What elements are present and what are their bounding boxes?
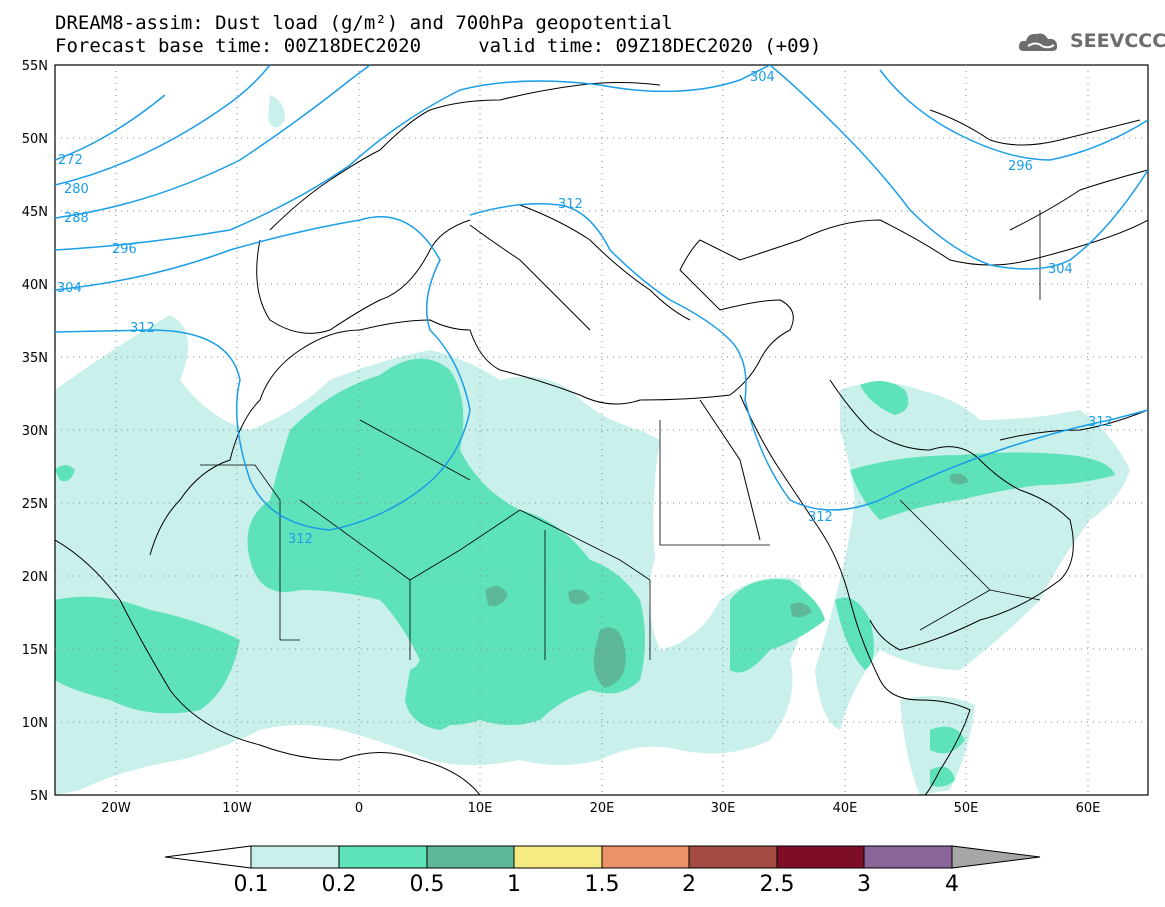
contour-label: 312 <box>808 510 833 525</box>
map-title: DREAM8-assim: Dust load (g/m²) and 700hP… <box>55 12 673 34</box>
graticule <box>55 65 1148 795</box>
contour-label: 312 <box>1088 415 1113 430</box>
latitude-labels: 55N 50N 45N 40N 35N 30N 25N 20N 15N 10N … <box>22 59 48 804</box>
geopotential-contours <box>55 65 1148 531</box>
colorbar-label: 0.5 <box>409 872 445 897</box>
colorbar-over-arrow <box>951 845 1041 869</box>
dust-field-mid <box>55 358 1115 787</box>
contour-label: 288 <box>64 211 89 226</box>
lat-tick-label: 5N <box>30 789 48 804</box>
contour-label: 312 <box>558 197 583 212</box>
contour-label: 312 <box>288 532 313 547</box>
country-borders <box>200 210 1041 660</box>
coastlines <box>55 82 1148 795</box>
colorbar-swatch <box>513 845 603 869</box>
lon-tick-label: 10E <box>468 801 493 816</box>
colorbar-swatch <box>601 845 690 869</box>
lat-tick-label: 10N <box>22 716 48 731</box>
contour-label: 304 <box>1048 262 1073 277</box>
lat-tick-label: 45N <box>22 205 48 220</box>
contour-labels: 272 280 288 296 304 312 312 312 304 296 … <box>57 70 1113 547</box>
lon-tick-label: 20E <box>590 801 615 816</box>
dust-field <box>55 95 1130 795</box>
lat-tick-label: 30N <box>22 424 48 439</box>
lat-tick-label: 55N <box>22 59 48 74</box>
lon-tick-label: 40E <box>833 801 858 816</box>
colorbar-label: 1.5 <box>584 872 620 897</box>
contour-label: 304 <box>57 281 82 296</box>
lat-tick-label: 15N <box>22 643 48 658</box>
lon-tick-label: 0 <box>355 801 363 816</box>
colorbar-label: 2.5 <box>759 872 795 897</box>
dust-field-dark <box>485 473 968 688</box>
colorbar-swatch <box>863 845 953 869</box>
colorbar-label: 2 <box>682 872 696 897</box>
lon-tick-label: 50E <box>954 801 979 816</box>
lon-tick-label: 30E <box>711 801 736 816</box>
contour-label: 272 <box>58 153 83 168</box>
lat-tick-label: 35N <box>22 351 48 366</box>
lat-tick-label: 40N <box>22 278 48 293</box>
longitude-labels: 20W 10W 0 10E 20E 30E 40E 50E 60E <box>101 801 1100 816</box>
colorbar-label: 0.1 <box>233 872 269 897</box>
contour-label: 296 <box>112 242 137 257</box>
colorbar-swatch <box>426 845 515 869</box>
colorbar-label: 4 <box>945 872 959 897</box>
contour-label: 296 <box>1008 159 1033 174</box>
cloud-logo-icon <box>1018 33 1058 51</box>
lat-tick-label: 25N <box>22 497 48 512</box>
colorbar-under-arrow <box>164 845 252 869</box>
lon-tick-label: 20W <box>101 801 131 816</box>
logo-text: SEEVCCC <box>1070 30 1165 52</box>
contour-label: 304 <box>750 70 775 85</box>
colorbar-swatch <box>250 845 340 869</box>
colorbar-swatch <box>338 845 428 869</box>
lat-tick-label: 20N <box>22 570 48 585</box>
map-subtitle: Forecast base time: 00Z18DEC2020 valid t… <box>55 35 822 57</box>
colorbar-swatch <box>688 845 778 869</box>
lat-tick-label: 50N <box>22 132 48 147</box>
contour-label: 280 <box>64 182 89 197</box>
colorbar-label: 1 <box>507 872 521 897</box>
lon-tick-label: 10W <box>222 801 252 816</box>
colorbar-label: 3 <box>857 872 871 897</box>
colorbar <box>164 845 1041 869</box>
contour-label: 312 <box>130 321 155 336</box>
lon-tick-label: 60E <box>1076 801 1101 816</box>
colorbar-label: 0.2 <box>321 872 357 897</box>
colorbar-swatch <box>776 845 865 869</box>
